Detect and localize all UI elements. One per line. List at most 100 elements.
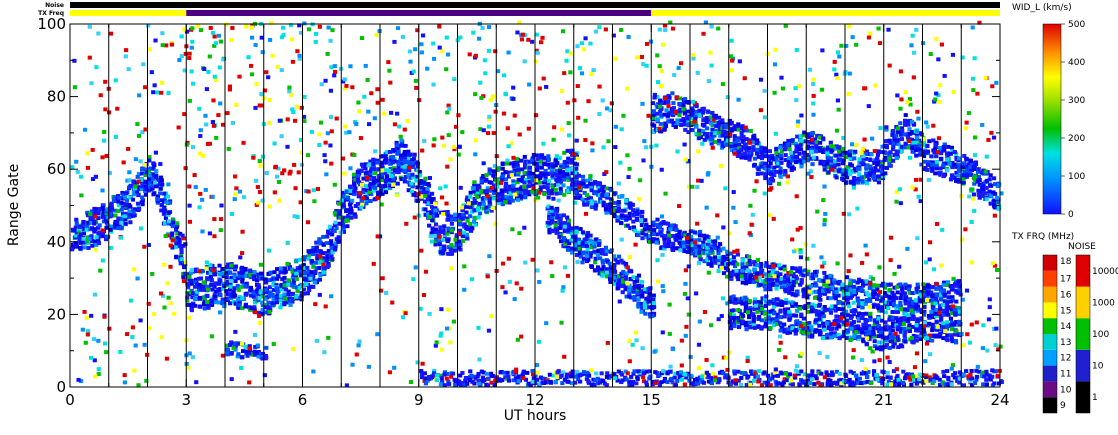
data-cell <box>712 133 717 138</box>
data-cell <box>744 128 749 133</box>
data-cell <box>580 260 585 265</box>
data-cell <box>175 221 180 226</box>
data-cell <box>678 96 683 101</box>
data-cell <box>604 192 609 197</box>
data-cell <box>350 198 355 203</box>
data-cell <box>806 292 811 297</box>
data-cell <box>764 277 769 282</box>
data-cell <box>433 242 438 247</box>
data-cell <box>586 195 591 200</box>
data-cell <box>953 283 958 288</box>
data-cell <box>441 237 446 242</box>
data-cell <box>923 159 928 164</box>
data-cell <box>399 153 404 158</box>
data-cell <box>934 319 939 324</box>
data-cell <box>946 280 951 285</box>
data-cell <box>712 242 717 247</box>
data-cell <box>848 281 853 286</box>
data-cell <box>687 246 692 251</box>
data-cell <box>612 214 617 219</box>
data-cell <box>166 211 171 216</box>
data-cell <box>778 166 783 171</box>
data-cell <box>613 277 618 282</box>
data-cell <box>248 293 254 298</box>
data-cell <box>762 146 767 151</box>
data-cell <box>651 109 656 114</box>
data-cell <box>872 334 877 339</box>
data-cell <box>755 140 760 145</box>
data-cell <box>131 189 136 194</box>
data-cell <box>605 274 610 279</box>
data-cell <box>826 146 831 151</box>
data-cell <box>101 212 106 217</box>
data-cell <box>702 236 707 241</box>
data-cell <box>140 184 145 189</box>
data-cell <box>603 207 609 212</box>
data-cell <box>530 171 536 176</box>
data-cell <box>787 317 792 322</box>
data-cell <box>555 168 560 173</box>
data-cell <box>566 156 571 161</box>
data-cell <box>497 201 502 205</box>
data-cell <box>883 320 888 325</box>
data-cell <box>941 282 946 287</box>
data-cell <box>793 293 798 298</box>
data-cell <box>584 243 589 248</box>
data-cell <box>729 258 734 263</box>
data-cell <box>888 302 893 306</box>
data-cell <box>794 147 799 152</box>
data-cell <box>545 206 550 211</box>
data-cell <box>666 239 672 244</box>
data-cell <box>911 122 917 127</box>
data-cell <box>608 202 613 207</box>
data-cell <box>838 152 843 157</box>
data-cell <box>472 208 477 213</box>
data-cell <box>855 280 860 285</box>
data-cell <box>879 318 885 323</box>
data-cell <box>615 282 621 287</box>
data-cell <box>844 175 850 180</box>
data-cell <box>154 184 159 189</box>
data-cell <box>651 239 656 244</box>
data-cell <box>799 280 804 285</box>
data-cell <box>303 271 308 275</box>
data-cell <box>371 157 376 162</box>
data-cell <box>77 235 82 240</box>
data-cell <box>229 294 234 299</box>
data-cell <box>228 281 233 286</box>
data-cell <box>863 301 869 306</box>
data-cell <box>820 289 826 293</box>
data-cell <box>926 313 932 318</box>
data-cell <box>706 253 711 258</box>
data-cell <box>553 225 558 230</box>
data-cell <box>635 209 640 214</box>
data-cell <box>954 329 959 334</box>
data-cell <box>880 305 885 310</box>
data-cell <box>836 145 841 150</box>
data-cell <box>78 240 83 245</box>
data-cell <box>372 186 378 190</box>
data-cell <box>221 286 226 291</box>
data-cell <box>270 292 275 297</box>
data-cell <box>891 298 896 303</box>
data-cell <box>648 286 653 291</box>
data-cell <box>740 258 745 263</box>
data-cell <box>748 262 753 267</box>
data-cell <box>584 237 589 241</box>
txfreq-bar <box>70 10 1000 16</box>
data-cell <box>233 301 239 306</box>
data-cell <box>890 328 895 333</box>
data-cell <box>464 224 469 229</box>
data-cell <box>383 171 388 176</box>
data-cell <box>752 163 757 168</box>
data-cell <box>638 219 644 224</box>
data-cell <box>930 338 935 343</box>
data-cell <box>833 296 838 301</box>
data-cell <box>510 198 515 203</box>
data-cell <box>670 234 676 238</box>
data-cell <box>558 191 563 196</box>
data-cell <box>589 265 595 269</box>
data-cell <box>790 156 795 161</box>
data-cell <box>139 171 145 176</box>
data-cell <box>423 207 428 212</box>
